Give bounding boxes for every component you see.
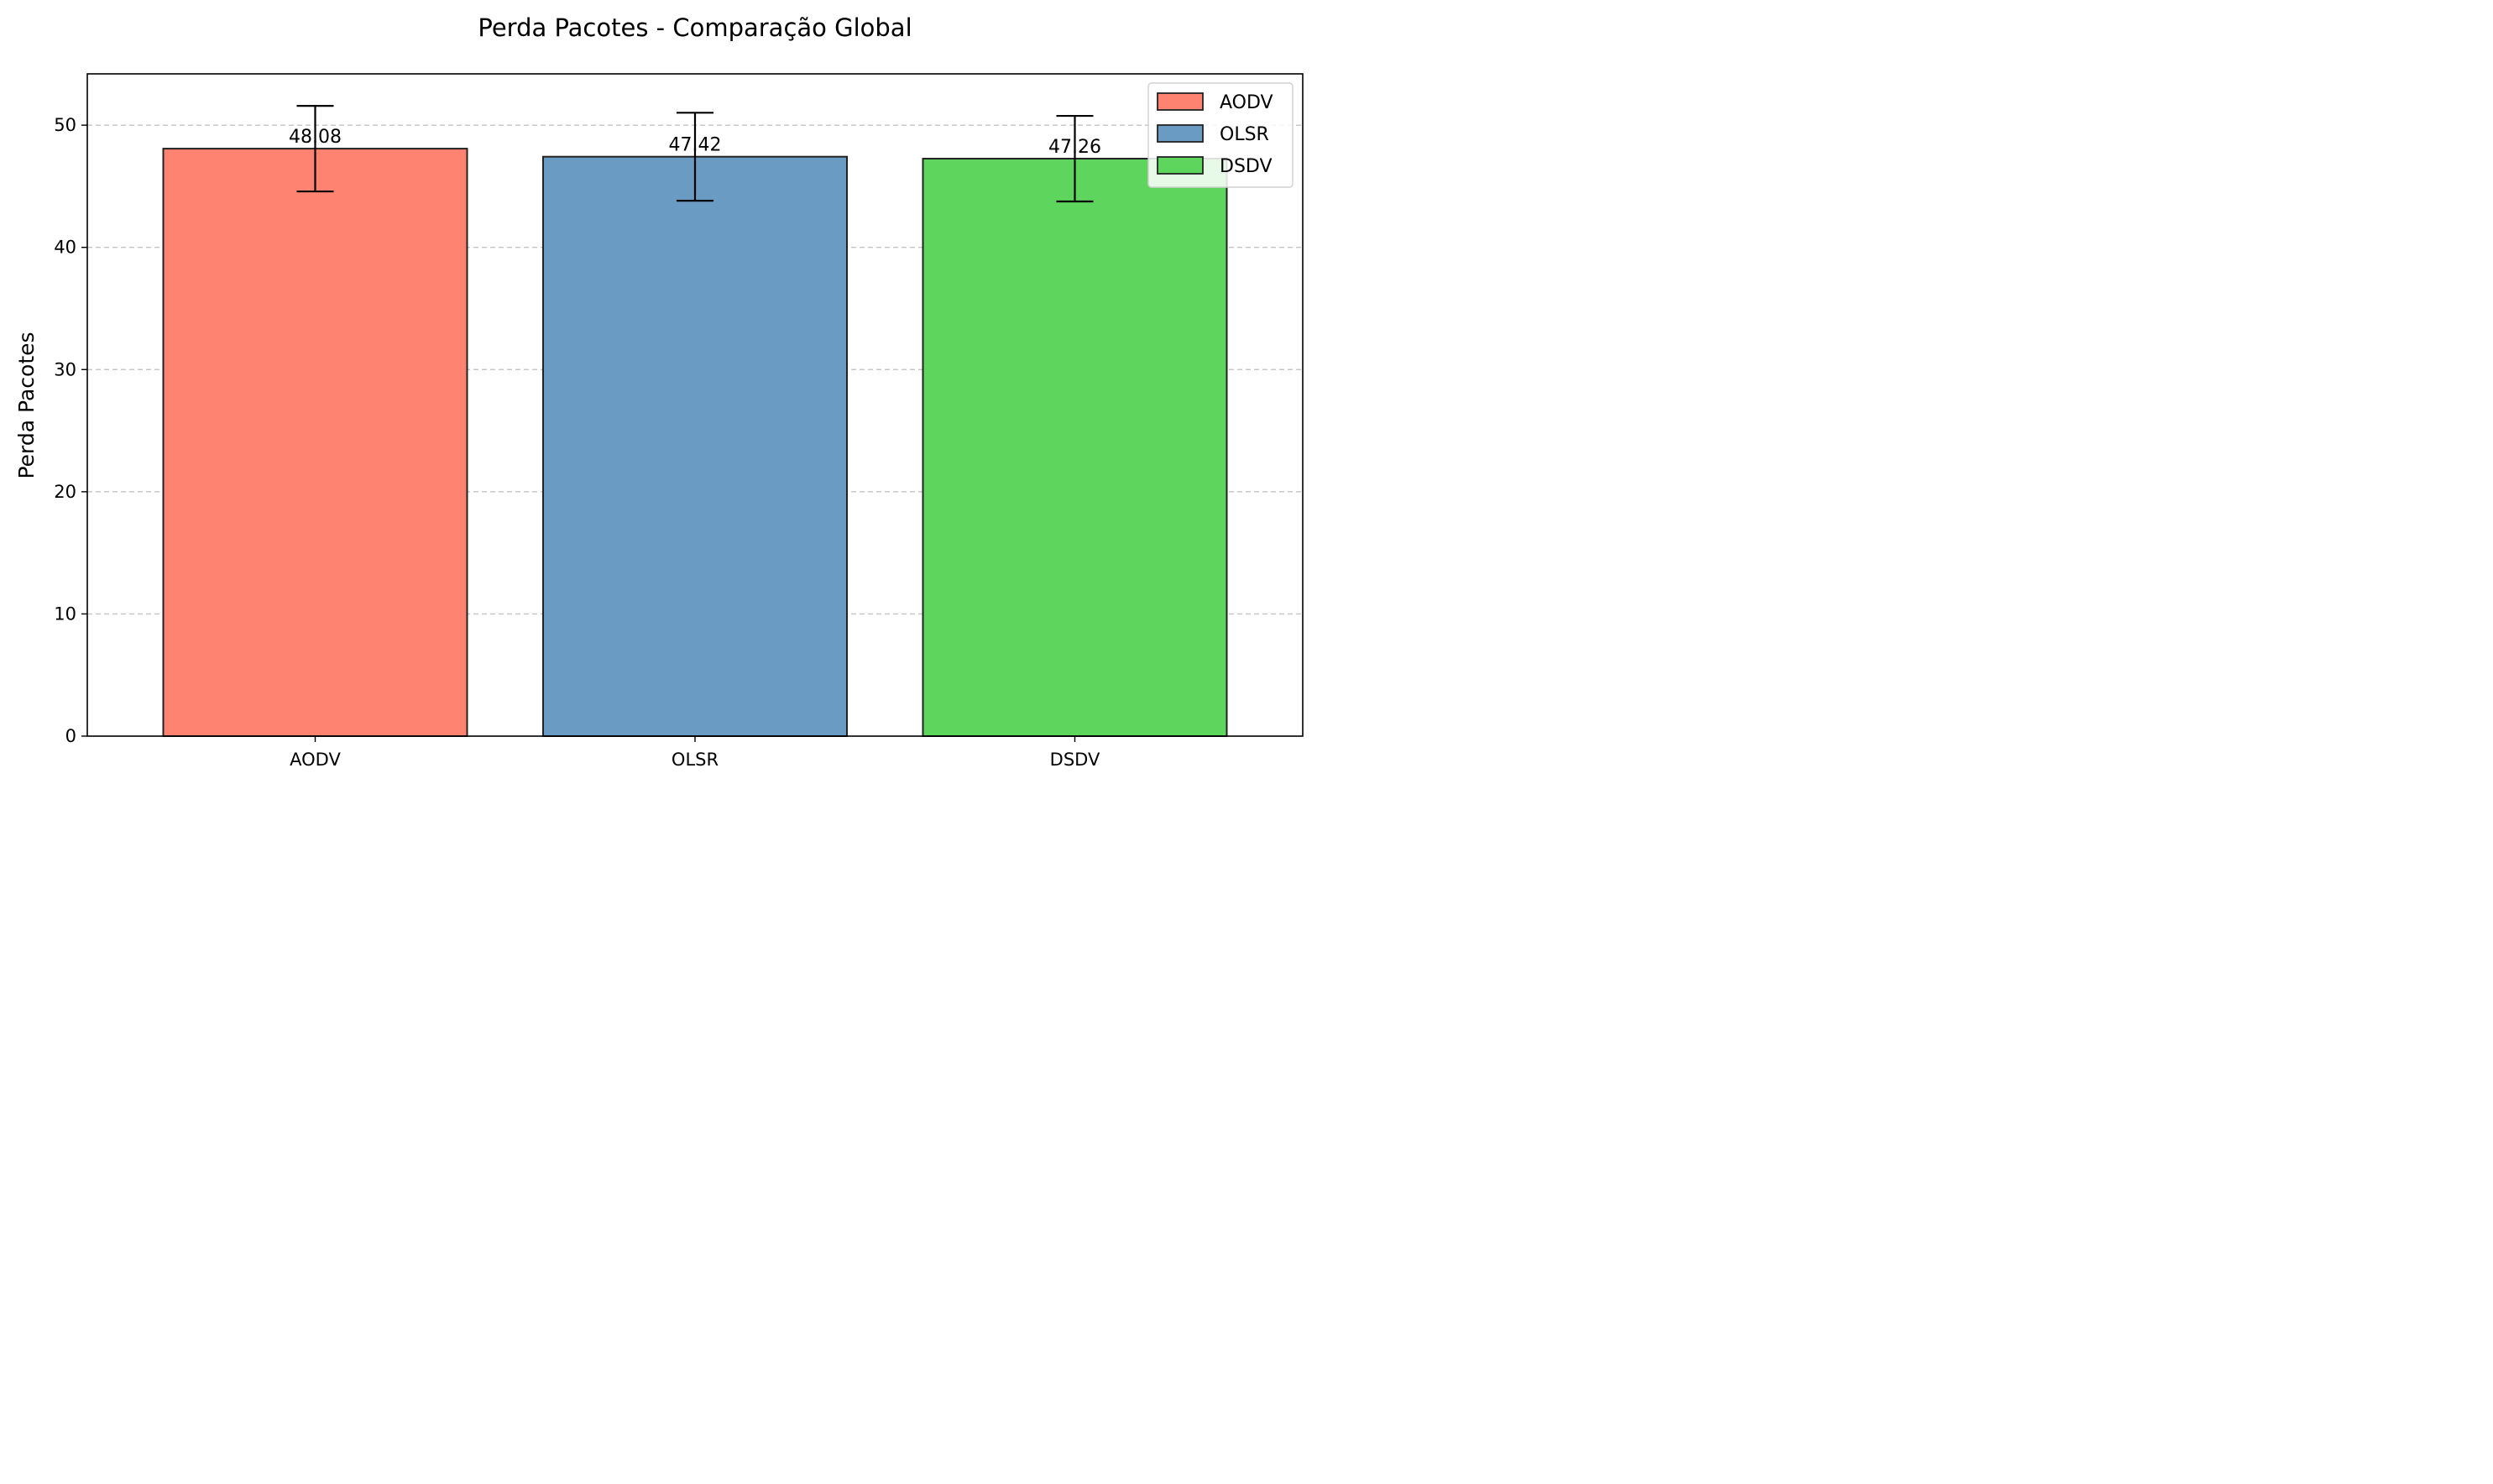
legend-label: OLSR — [1220, 124, 1269, 145]
legend: AODV OLSR DSDV — [1147, 82, 1294, 188]
y-tick-label: 40 — [54, 238, 76, 258]
legend-label: AODV — [1220, 92, 1273, 113]
legend-swatch — [1157, 92, 1204, 111]
y-tick-label: 10 — [54, 604, 76, 624]
bar-dsdv — [922, 158, 1228, 738]
legend-swatch — [1157, 156, 1204, 175]
value-labels: 48.08 47.42 47.26 — [289, 127, 1101, 158]
x-tick-label: OLSR — [672, 750, 719, 770]
x-tick-label: DSDV — [1050, 750, 1100, 770]
x-axis-ticks: AODV OLSR DSDV — [290, 736, 1100, 770]
bar-aodv — [162, 148, 468, 738]
y-axis-title: Perda Pacotes — [14, 332, 39, 478]
bar-chart: Perda Pacotes - Comparação Global Perda … — [0, 0, 1316, 784]
value-label: 47.42 — [669, 135, 722, 156]
y-tick-label: 20 — [54, 482, 76, 502]
chart-container: Perda Pacotes - Comparação Global Perda … — [0, 0, 1316, 784]
bars — [162, 148, 1228, 738]
legend-label: DSDV — [1220, 156, 1273, 177]
bar-olsr — [542, 155, 848, 737]
value-label: 48.08 — [289, 127, 342, 148]
legend-swatch — [1157, 124, 1204, 143]
x-tick-label: AODV — [290, 750, 341, 770]
error-bars — [296, 105, 1094, 203]
y-axis-ticks: 0 10 20 30 40 50 — [54, 115, 87, 746]
y-tick-label: 30 — [54, 359, 76, 379]
value-label: 47.26 — [1048, 137, 1101, 158]
y-tick-label: 0 — [65, 726, 76, 746]
y-tick-label: 50 — [54, 115, 76, 135]
chart-title: Perda Pacotes - Comparação Global — [478, 13, 912, 42]
